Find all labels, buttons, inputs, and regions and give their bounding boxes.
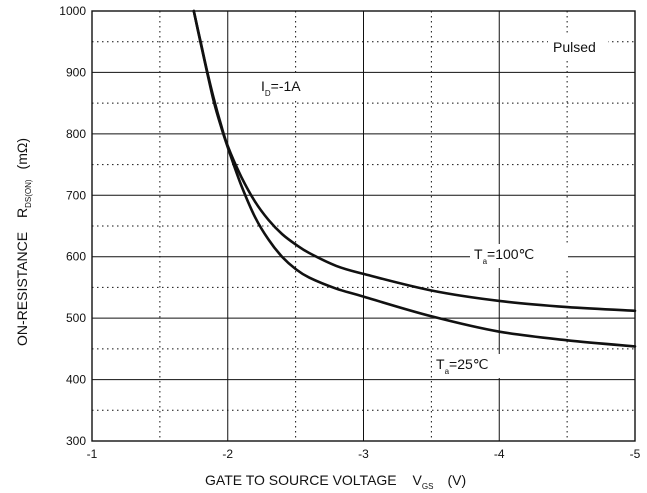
y-tick-label-1000: 1000: [59, 4, 86, 18]
t25-label: Ta=25℃: [436, 356, 489, 376]
id-label-sub: D: [265, 89, 271, 98]
id-label-main: I: [261, 78, 265, 94]
y-tick-label-900: 900: [66, 65, 86, 79]
x-tick-label--4: -4: [494, 447, 505, 461]
plot-frame: [91, 10, 636, 442]
y-tick-label-400: 400: [66, 373, 86, 387]
annotations: Pulsed ID=-1A Ta=100℃ Ta=25℃: [255, 36, 608, 378]
y-tick-label-800: 800: [66, 127, 86, 141]
id-label-bg: [255, 76, 317, 100]
x-axis-symbol-sub: GS: [422, 482, 434, 491]
series-line-ta-25c: [192, 9, 637, 348]
t100-label-rest: =100℃: [487, 246, 534, 262]
y-tick-label-600: 600: [66, 250, 86, 264]
t25-label-main: T: [436, 356, 445, 372]
t25-label-sub: a: [445, 367, 450, 376]
x-axis-symbol: V: [413, 472, 423, 488]
x-axis-unit: (V): [447, 472, 466, 488]
t100-label-bg: [470, 244, 568, 268]
t100-label-sub: a: [483, 257, 488, 266]
x-tick-label--1: -1: [87, 447, 98, 461]
id-label-rest: =-1A: [271, 78, 302, 94]
pulsed-label-bg: [548, 36, 608, 58]
y-axis-symbol: R: [14, 208, 30, 218]
t25-label-bg: [432, 354, 504, 378]
x-axis-label: GATE TO SOURCE VOLTAGE: [205, 472, 397, 488]
y-tick-label-500: 500: [66, 311, 86, 325]
t100-label: Ta=100℃: [474, 246, 534, 266]
id-label: ID=-1A: [261, 78, 301, 98]
t100-label-main: T: [474, 246, 483, 262]
y-axis-symbol-sub: DS(ON): [24, 179, 33, 208]
y-tick-label-300: 300: [66, 434, 86, 448]
series-lines: [192, 9, 637, 348]
y-tick-label-700: 700: [66, 188, 86, 202]
pulsed-label: Pulsed: [553, 39, 596, 55]
t25-label-rest: =25℃: [449, 356, 488, 372]
x-axis-title: GATE TO SOURCE VOLTAGE VGS (V): [205, 472, 466, 491]
x-tick-label--2: -2: [222, 447, 233, 461]
x-tick-label--3: -3: [358, 447, 369, 461]
grid: [92, 11, 635, 441]
y-axis-title: ON-RESISTANCE RDS(ON) (mΩ): [14, 138, 33, 346]
tick-labels: 300 400 500 600 700 800 900 1000 -1 -2 -3 -4 -5: [59, 4, 640, 461]
y-axis-label: ON-RESISTANCE: [14, 232, 30, 346]
x-tick-label--5: -5: [630, 447, 641, 461]
y-axis-unit: (mΩ): [14, 138, 30, 169]
